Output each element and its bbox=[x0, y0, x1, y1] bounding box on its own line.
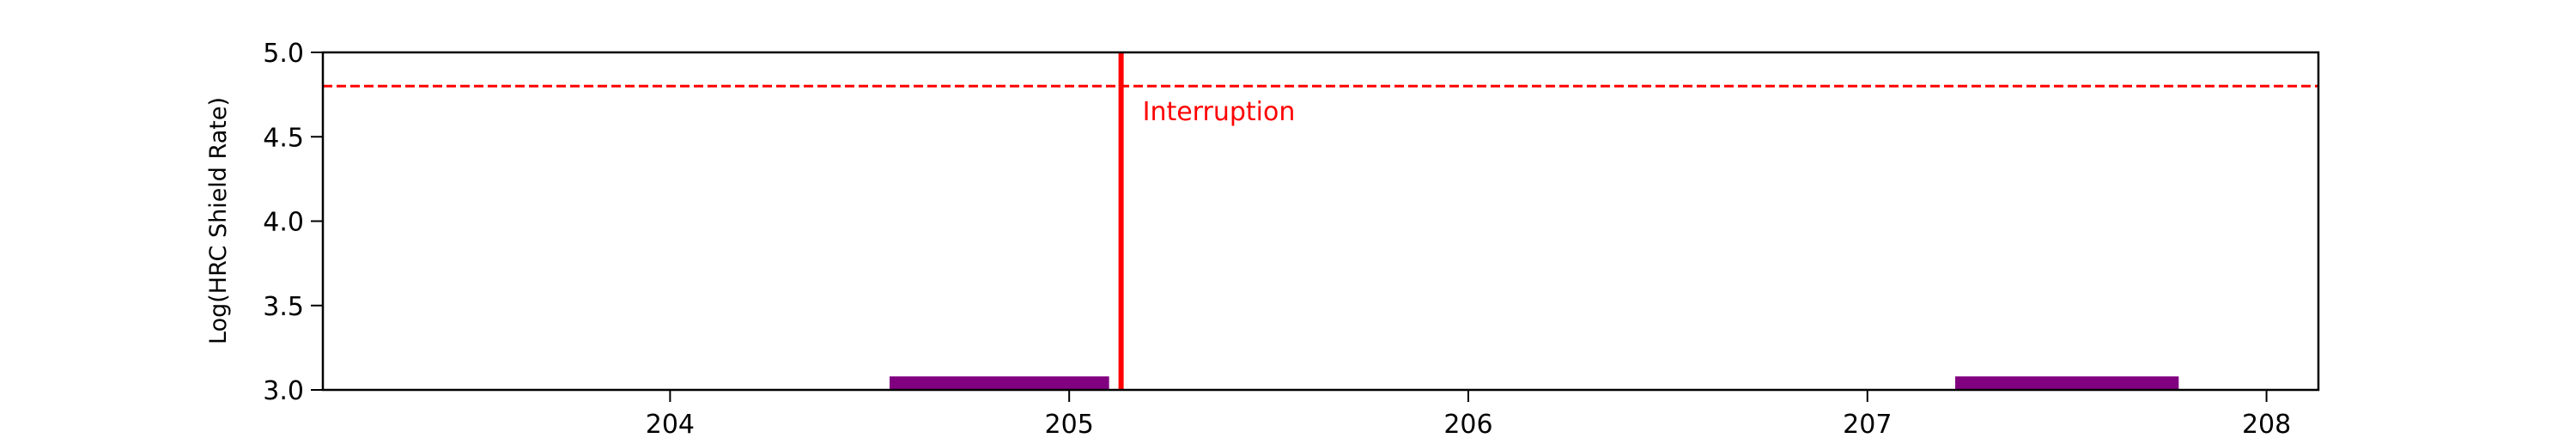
bar-2 bbox=[1955, 376, 2179, 390]
interruption-label: Interruption bbox=[1143, 97, 1296, 127]
x-tick-label: 208 bbox=[2242, 410, 2291, 438]
y-tick-label: 4.0 bbox=[263, 208, 304, 238]
y-tick-label: 5.0 bbox=[263, 39, 304, 69]
plot-background bbox=[323, 52, 2318, 390]
y-axis-label: Log(HRC Shield Rate) bbox=[205, 97, 232, 344]
bar-1 bbox=[890, 376, 1109, 390]
y-tick-label: 3.0 bbox=[263, 376, 304, 406]
y-tick-label: 3.5 bbox=[263, 292, 304, 322]
y-tick-label: 4.5 bbox=[263, 123, 304, 153]
x-tick-label: 206 bbox=[1443, 410, 1492, 438]
x-tick-label: 207 bbox=[1843, 410, 1892, 438]
x-tick-label: 204 bbox=[646, 410, 695, 438]
x-tick-label: 205 bbox=[1045, 410, 1094, 438]
